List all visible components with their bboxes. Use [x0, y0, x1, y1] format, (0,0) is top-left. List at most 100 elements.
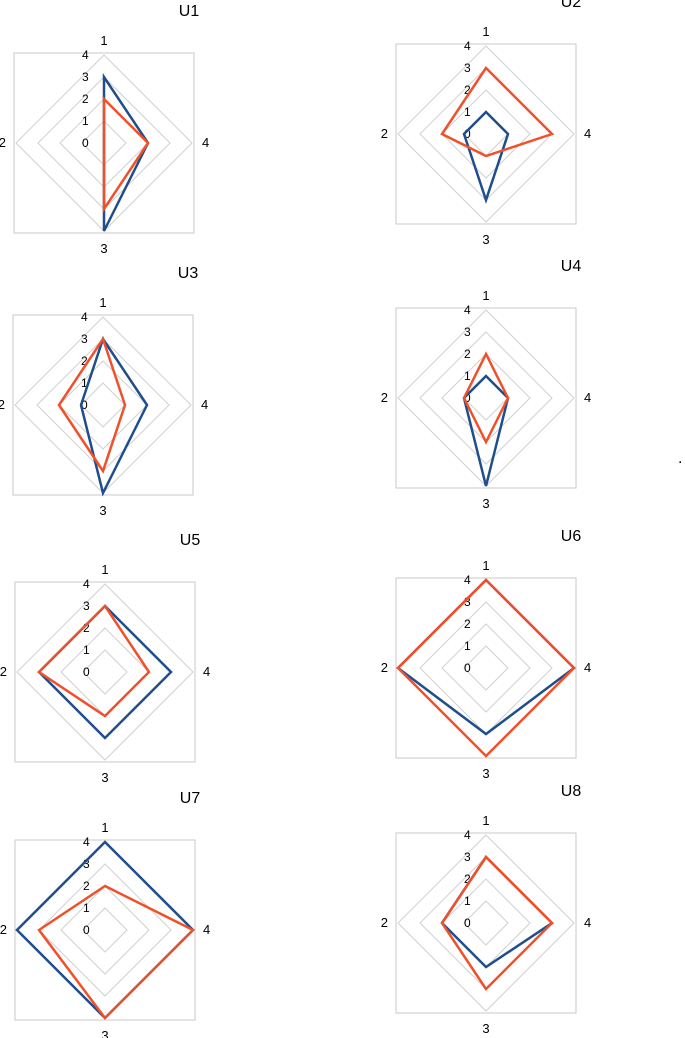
tick-label-5-3: 3: [83, 599, 90, 613]
plot-frame-1: [13, 52, 195, 234]
chart-title-8: U8: [561, 783, 582, 800]
axis-label-2-3: 3: [482, 232, 489, 247]
tick-label-4-2: 2: [464, 347, 471, 361]
axis-label-1-2: 2: [0, 135, 6, 150]
tick-label-3-0: 0: [81, 398, 88, 412]
chart-title-7: U7: [180, 790, 201, 807]
axis-label-5-3: 3: [101, 770, 108, 785]
axis-label-7-2: 2: [0, 922, 7, 937]
axis-label-1-3: 3: [100, 241, 107, 256]
axis-label-7-3: 3: [101, 1028, 108, 1038]
tick-label-4-4: 4: [464, 303, 471, 317]
axis-label-3-1: 1: [99, 295, 106, 310]
tick-label-3-4: 4: [81, 310, 88, 324]
tick-label-5-0: 0: [83, 665, 90, 679]
stray-dot: .: [678, 450, 682, 467]
tick-label-6-3: 3: [464, 595, 471, 609]
tick-label-7-4: 4: [83, 835, 90, 849]
axis-label-2-4: 4: [584, 126, 591, 141]
axis-label-2-2: 2: [381, 126, 388, 141]
series-7-1: [15, 840, 195, 1020]
gridline-3-4: [14, 316, 192, 494]
axis-label-5-1: 1: [101, 562, 108, 577]
plot-frame-7: [14, 839, 196, 1021]
chart-title-5: U5: [180, 532, 201, 549]
gridline-7-3: [38, 863, 172, 997]
axis-label-1-4: 4: [202, 135, 209, 150]
gridline-2-2: [441, 89, 531, 179]
gridline-8-2: [441, 878, 531, 968]
gridline-4-4: [397, 309, 575, 487]
tick-label-1-4: 4: [82, 48, 89, 62]
axis-label-6-2: 2: [381, 660, 388, 675]
tick-label-8-4: 4: [464, 828, 471, 842]
gridline-6-4: [397, 579, 575, 757]
tick-label-8-2: 2: [464, 872, 471, 886]
gridline-6-1: [463, 645, 509, 691]
axis-label-6-3: 3: [482, 766, 489, 781]
gridline-6-2: [441, 623, 531, 713]
plot-frame-6: [395, 577, 577, 759]
axis-label-4-2: 2: [381, 390, 388, 405]
tick-label-7-3: 3: [83, 857, 90, 871]
axis-label-8-3: 3: [482, 1021, 489, 1036]
gridline-8-1: [463, 900, 509, 946]
series-7-2: [37, 884, 196, 1020]
tick-label-2-0: 0: [464, 127, 471, 141]
gridline-3-2: [58, 360, 148, 450]
series-3-2: [57, 336, 127, 474]
tick-label-3-1: 1: [81, 376, 88, 390]
tick-label-1-2: 2: [82, 92, 89, 106]
tick-label-6-0: 0: [464, 661, 471, 675]
tick-label-2-1: 1: [464, 105, 471, 119]
axis-label-3-3: 3: [99, 503, 106, 518]
tick-label-2-4: 4: [464, 39, 471, 53]
gridline-3-1: [80, 382, 126, 428]
axis-label-6-4: 4: [584, 660, 591, 675]
tick-label-3-3: 3: [81, 332, 88, 346]
gridline-8-3: [419, 856, 553, 990]
tick-label-6-2: 2: [464, 617, 471, 631]
tick-label-8-0: 0: [464, 916, 471, 930]
axis-label-2-1: 1: [482, 24, 489, 39]
series-4-1: [462, 374, 510, 487]
axis-label-4-3: 3: [482, 496, 489, 511]
axis-label-7-4: 4: [203, 922, 210, 937]
tick-label-7-1: 1: [83, 901, 90, 915]
gridline-4-2: [441, 353, 531, 443]
gridline-5-4: [16, 583, 194, 761]
gridline-8-4: [397, 834, 575, 1012]
gridline-7-4: [16, 841, 194, 1019]
tick-label-7-0: 0: [83, 923, 90, 937]
chart-title-1: U1: [179, 3, 200, 20]
gridline-7-2: [60, 885, 150, 975]
axis-label-7-1: 1: [101, 820, 108, 835]
gridline-5-1: [82, 649, 128, 695]
axis-label-5-4: 4: [203, 664, 210, 679]
plot-frame-5: [14, 581, 196, 763]
series-1-2: [102, 95, 150, 214]
gridline-5-3: [38, 605, 172, 739]
tick-label-1-0: 0: [82, 136, 89, 150]
tick-label-6-1: 1: [464, 639, 471, 653]
gridline-2-3: [419, 67, 553, 201]
tick-label-4-1: 1: [464, 369, 471, 383]
gridline-2-4: [397, 45, 575, 223]
tick-label-1-1: 1: [82, 114, 89, 128]
gridline-3-3: [36, 338, 170, 472]
tick-label-3-2: 2: [81, 354, 88, 368]
tick-label-5-2: 2: [83, 621, 90, 635]
axis-label-3-4: 4: [201, 397, 208, 412]
gridline-7-1: [82, 907, 128, 953]
chart-title-4: U4: [561, 258, 582, 275]
plot-frame-8: [395, 832, 577, 1014]
chart-title-2: U2: [561, 0, 582, 11]
series-2-2: [440, 66, 555, 158]
chart-title-6: U6: [561, 528, 582, 545]
plot-frame-4: [395, 307, 577, 489]
axis-label-6-1: 1: [482, 558, 489, 573]
series-6-1: [396, 578, 576, 736]
series-3-1: [79, 336, 149, 497]
axis-label-4-1: 1: [482, 288, 489, 303]
